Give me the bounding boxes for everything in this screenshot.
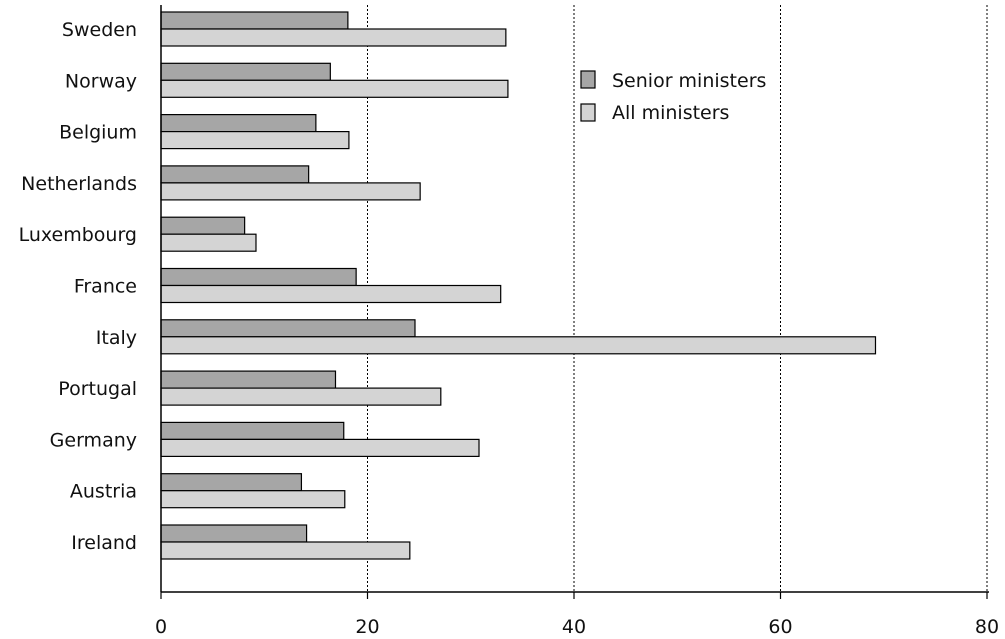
bar-belgium-senior-ministers [160,113,317,133]
x-tick-label-60: 60 [768,616,792,638]
bar-luxembourg-all-ministers [160,233,257,252]
bar-belgium-all-ministers [160,131,350,150]
bar-sweden-all-ministers [160,28,507,47]
x-tick-labels: 0 20 40 60 80 [155,616,999,638]
bar-norway-senior-ministers [160,62,331,81]
legend-swatch-senior-ministers [580,70,596,89]
legend: Senior ministers All ministers [580,70,766,124]
category-label-norway: Norway [65,70,137,92]
bars [160,11,877,560]
axes [160,5,989,599]
legend-label-senior-ministers: Senior ministers [612,70,766,92]
bar-germany-senior-ministers [160,421,345,440]
bar-italy-all-ministers [160,336,877,355]
bar-austria-senior-ministers [160,473,303,492]
category-label-sweden: Sweden [62,19,137,41]
x-tick-label-80: 80 [975,616,999,638]
category-label-italy: Italy [96,327,137,349]
bar-ireland-all-ministers [160,541,411,560]
bar-sweden-senior-ministers [160,11,349,30]
bar-norway-all-ministers [160,79,509,98]
category-label-france: France [74,276,137,298]
category-label-portugal: Portugal [58,378,137,400]
x-tick-label-0: 0 [155,616,167,638]
legend-swatch-all-ministers [580,103,596,122]
bar-luxembourg-senior-ministers [160,216,246,235]
category-label-netherlands: Netherlands [21,173,137,195]
bar-italy-senior-ministers [160,319,416,338]
category-label-austria: Austria [70,481,137,503]
category-label-germany: Germany [50,429,137,451]
bar-portugal-senior-ministers [160,370,337,389]
category-labels: Sweden Norway Belgium Netherlands Luxembourg… [19,19,137,554]
x-tick-label-40: 40 [562,616,586,638]
bar-germany-all-ministers [160,438,480,457]
category-label-ireland: Ireland [71,532,137,554]
category-label-belgium: Belgium [59,122,137,144]
bar-portugal-all-ministers [160,387,442,406]
x-tick-label-20: 20 [355,616,379,638]
bar-austria-all-ministers [160,490,346,509]
bar-ireland-senior-ministers [160,524,308,543]
legend-label-all-ministers: All ministers [612,102,729,124]
bar-france-all-ministers [160,284,502,304]
bar-france-senior-ministers [160,267,357,287]
bar-netherlands-senior-ministers [160,165,310,184]
bar-netherlands-all-ministers [160,182,421,201]
category-label-luxembourg: Luxembourg [19,224,137,246]
